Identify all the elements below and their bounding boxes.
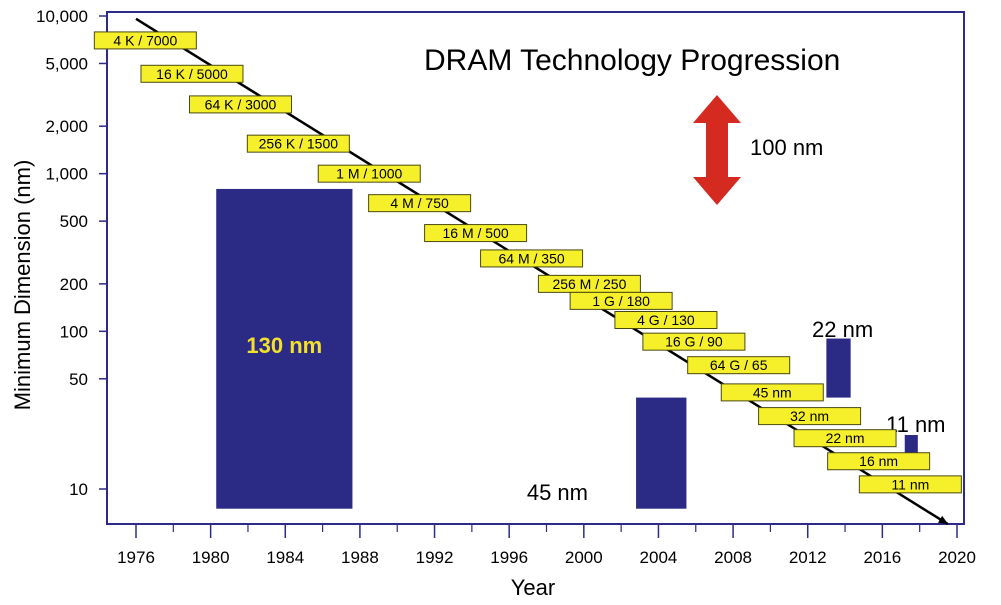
x-tick-label: 2004 bbox=[640, 548, 678, 567]
generation-label: 4 G / 130 bbox=[637, 312, 695, 328]
y-tick-label: 5,000 bbox=[45, 54, 88, 73]
y-tick-label: 10,000 bbox=[36, 7, 88, 26]
generation-box-bg bbox=[246, 134, 350, 153]
generation-label: 16 K / 5000 bbox=[156, 66, 228, 82]
x-tick-label: 2016 bbox=[863, 548, 901, 567]
y-tick-label: 500 bbox=[60, 212, 88, 231]
axis-ticks: 1976 1980 1984 1988 1992 1996 2000 2004 2008 2012… bbox=[36, 7, 976, 567]
scale-arrow-label: 100 nm bbox=[750, 135, 823, 160]
x-tick-label: 1988 bbox=[341, 548, 379, 567]
generation-label: 1 M / 1000 bbox=[336, 166, 402, 182]
generation-box: 64 M / 350 bbox=[480, 249, 584, 268]
y-tick-label: 100 bbox=[60, 322, 88, 341]
generation-box: 32 nm bbox=[758, 407, 862, 426]
generation-label: 256 K / 1500 bbox=[259, 136, 339, 152]
generation-box-bg bbox=[368, 194, 472, 213]
generation-box-bg bbox=[188, 95, 292, 114]
generation-label: 16 nm bbox=[859, 453, 898, 469]
generation-label: 16 G / 90 bbox=[665, 334, 723, 350]
generation-box: 1 M / 1000 bbox=[317, 164, 421, 183]
node-bar bbox=[636, 397, 687, 509]
generation-box-bg bbox=[140, 64, 244, 83]
generation-box: 16 M / 500 bbox=[424, 224, 528, 243]
generation-label: 4 K / 7000 bbox=[113, 32, 177, 48]
generation-box: 45 nm bbox=[720, 383, 824, 402]
generation-box-bg bbox=[569, 291, 673, 310]
generation-label: 64 K / 3000 bbox=[205, 96, 277, 112]
generation-box: 22 nm bbox=[793, 429, 897, 448]
x-tick-label: 2000 bbox=[565, 548, 603, 567]
generation-box: 64 G / 65 bbox=[687, 356, 791, 375]
y-tick-label: 2,000 bbox=[45, 117, 88, 136]
generation-label: 1 G / 180 bbox=[592, 293, 650, 309]
generation-boxes: 4 K / 7000 16 K / 5000 64 K / 3000 256 K / … bbox=[93, 31, 962, 494]
generation-box: 16 K / 5000 bbox=[140, 64, 244, 83]
generation-box: 4 G / 130 bbox=[614, 310, 718, 329]
x-tick-label: 2008 bbox=[714, 548, 752, 567]
generation-label: 32 nm bbox=[790, 408, 829, 424]
generation-box-bg bbox=[642, 332, 746, 351]
generation-box: 256 M / 250 bbox=[537, 274, 641, 293]
generation-box-bg bbox=[424, 224, 528, 243]
generation-label: 64 G / 65 bbox=[710, 357, 768, 373]
node-bars: 130 nm 45 nm 22 nm 11 nm bbox=[216, 188, 946, 509]
scale-arrow-icon bbox=[693, 95, 741, 205]
generation-label: 11 nm bbox=[891, 476, 929, 492]
x-tick-label: 1976 bbox=[117, 548, 155, 567]
x-tick-label: 1984 bbox=[266, 548, 304, 567]
y-tick-label: 1,000 bbox=[45, 165, 88, 184]
node-bar bbox=[216, 188, 353, 509]
y-tick-label: 200 bbox=[60, 275, 88, 294]
generation-box: 256 K / 1500 bbox=[246, 134, 350, 153]
y-tick-label: 50 bbox=[69, 370, 88, 389]
plot-frame bbox=[106, 11, 965, 525]
node-bar-label: 130 nm bbox=[246, 333, 322, 358]
generation-label: 45 nm bbox=[753, 384, 792, 400]
generation-box-bg bbox=[614, 310, 718, 329]
x-tick-label: 1992 bbox=[416, 548, 454, 567]
generation-box: 4 K / 7000 bbox=[93, 31, 197, 50]
generation-label: 64 M / 350 bbox=[498, 250, 564, 266]
generation-label: 22 nm bbox=[826, 430, 865, 446]
x-tick-label: 1996 bbox=[490, 548, 528, 567]
x-tick-label: 2020 bbox=[938, 548, 976, 567]
generation-box-bg bbox=[827, 452, 931, 471]
generation-label: 256 M / 250 bbox=[552, 276, 626, 292]
node-bar-label: 45 nm bbox=[527, 480, 588, 505]
generation-box: 1 G / 180 bbox=[569, 291, 673, 310]
generation-box-bg bbox=[858, 475, 962, 494]
node-bar-label: 22 nm bbox=[812, 317, 873, 342]
generation-label: 16 M / 500 bbox=[443, 225, 509, 241]
x-tick-label: 2012 bbox=[789, 548, 827, 567]
generation-box: 16 G / 90 bbox=[642, 332, 746, 351]
generation-box: 16 nm bbox=[827, 452, 931, 471]
y-axis-title: Minimum Dimension (nm) bbox=[10, 160, 35, 411]
node-bar bbox=[826, 338, 851, 398]
generation-box-bg bbox=[480, 249, 584, 268]
generation-box: 4 M / 750 bbox=[368, 194, 472, 213]
generation-label: 4 M / 750 bbox=[390, 195, 449, 211]
generation-box: 64 K / 3000 bbox=[188, 95, 292, 114]
generation-box: 11 nm bbox=[858, 475, 962, 494]
generation-box-bg bbox=[758, 407, 862, 426]
generation-box-bg bbox=[720, 383, 824, 402]
generation-box-bg bbox=[793, 429, 897, 448]
x-tick-label: 1980 bbox=[192, 548, 230, 567]
generation-box-bg bbox=[317, 164, 421, 183]
generation-box-bg bbox=[687, 356, 791, 375]
chart-title: DRAM Technology Progression bbox=[424, 44, 840, 77]
y-tick-label: 10 bbox=[69, 480, 88, 499]
x-axis-title: Year bbox=[511, 575, 555, 600]
generation-box-bg bbox=[93, 31, 197, 50]
